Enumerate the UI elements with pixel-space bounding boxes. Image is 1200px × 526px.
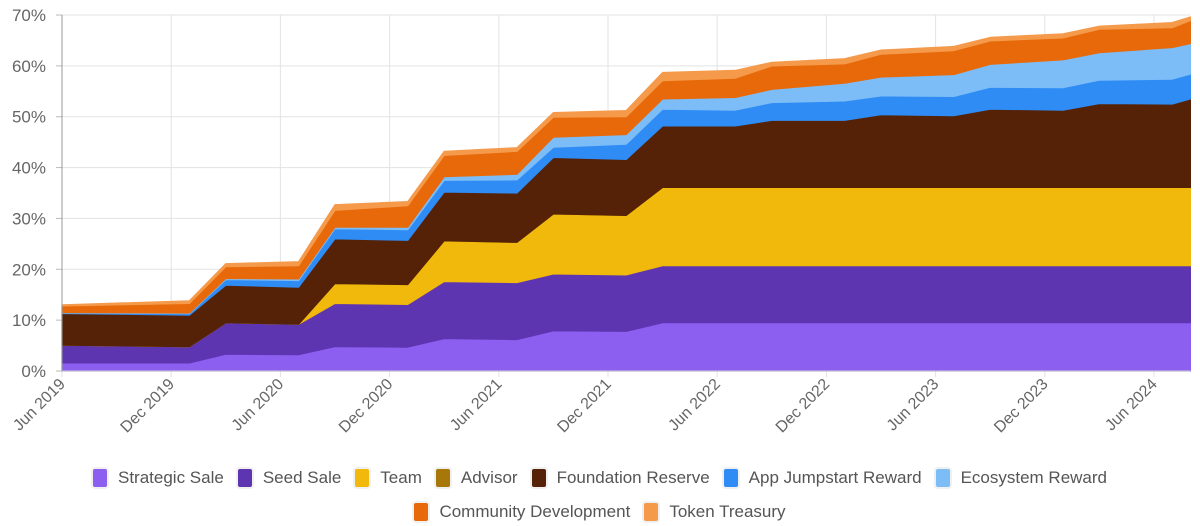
legend-item-foundation-reserve[interactable]: Foundation Reserve	[531, 468, 710, 488]
legend-label: Team	[380, 468, 422, 487]
y-tick-label: 0%	[21, 362, 46, 381]
legend-swatch	[531, 469, 546, 487]
legend-swatch	[935, 469, 950, 487]
legend-item-team[interactable]: Team	[355, 468, 422, 488]
area-token-treasury[interactable]	[61, 16, 1191, 307]
legend-swatch	[93, 469, 107, 487]
legend-swatch	[355, 469, 370, 487]
y-tick-label: 50%	[12, 108, 46, 127]
legend-swatch	[414, 503, 429, 521]
legend-item-community-development[interactable]: Community Development	[414, 502, 630, 522]
x-tick-label: Dec 2021	[554, 376, 615, 437]
x-tick-label: Jun 2022	[665, 376, 724, 435]
legend-label: App Jumpstart Reward	[748, 468, 922, 487]
legend-swatch	[435, 469, 450, 487]
legend-row-1: Strategic Sale Seed Sale Team Advisor Founda…	[0, 468, 1200, 488]
legend-item-strategic-sale[interactable]: Strategic Sale	[93, 468, 224, 488]
x-tick-label: Jun 2020	[229, 376, 288, 435]
x-tick-label: Jun 2021	[447, 376, 506, 435]
legend-label: Strategic Sale	[118, 468, 224, 487]
legend-swatch	[723, 469, 738, 487]
y-tick-label: 20%	[12, 260, 46, 279]
legend-item-app-jumpstart-reward[interactable]: App Jumpstart Reward	[723, 468, 922, 488]
y-tick-label: 40%	[12, 159, 46, 178]
legend-swatch	[644, 503, 659, 521]
legend-label: Advisor	[460, 468, 518, 487]
x-tick-label: Dec 2023	[991, 376, 1052, 437]
x-tick-label: Dec 2022	[773, 376, 834, 437]
legend-item-advisor[interactable]: Advisor	[435, 468, 518, 488]
legend-label: Token Treasury	[669, 502, 786, 521]
legend-item-seed-sale[interactable]: Seed Sale	[237, 468, 342, 488]
legend-label: Community Development	[439, 502, 631, 521]
legend-item-token-treasury[interactable]: Token Treasury	[644, 502, 786, 522]
legend-item-ecosystem-reward[interactable]: Ecosystem Reward	[935, 468, 1107, 488]
legend-label: Ecosystem Reward	[960, 468, 1107, 487]
legend-swatch	[237, 469, 252, 487]
y-tick-label: 60%	[12, 57, 46, 76]
legend-label: Seed Sale	[262, 468, 342, 487]
y-tick-label: 10%	[12, 311, 46, 330]
y-tick-label: 70%	[12, 6, 46, 25]
y-tick-label: 30%	[12, 209, 46, 228]
x-tick-label: Dec 2020	[336, 376, 397, 437]
legend-label: Foundation Reserve	[556, 468, 710, 487]
legend-row-2: Community Development Token Treasury	[0, 502, 1200, 522]
x-tick-label: Jun 2024	[1102, 376, 1161, 435]
series-areas	[61, 16, 1191, 372]
x-tick-label: Dec 2019	[118, 376, 179, 437]
x-tick-label: Jun 2023	[884, 376, 943, 435]
x-tick-label: Jun 2019	[10, 376, 69, 435]
